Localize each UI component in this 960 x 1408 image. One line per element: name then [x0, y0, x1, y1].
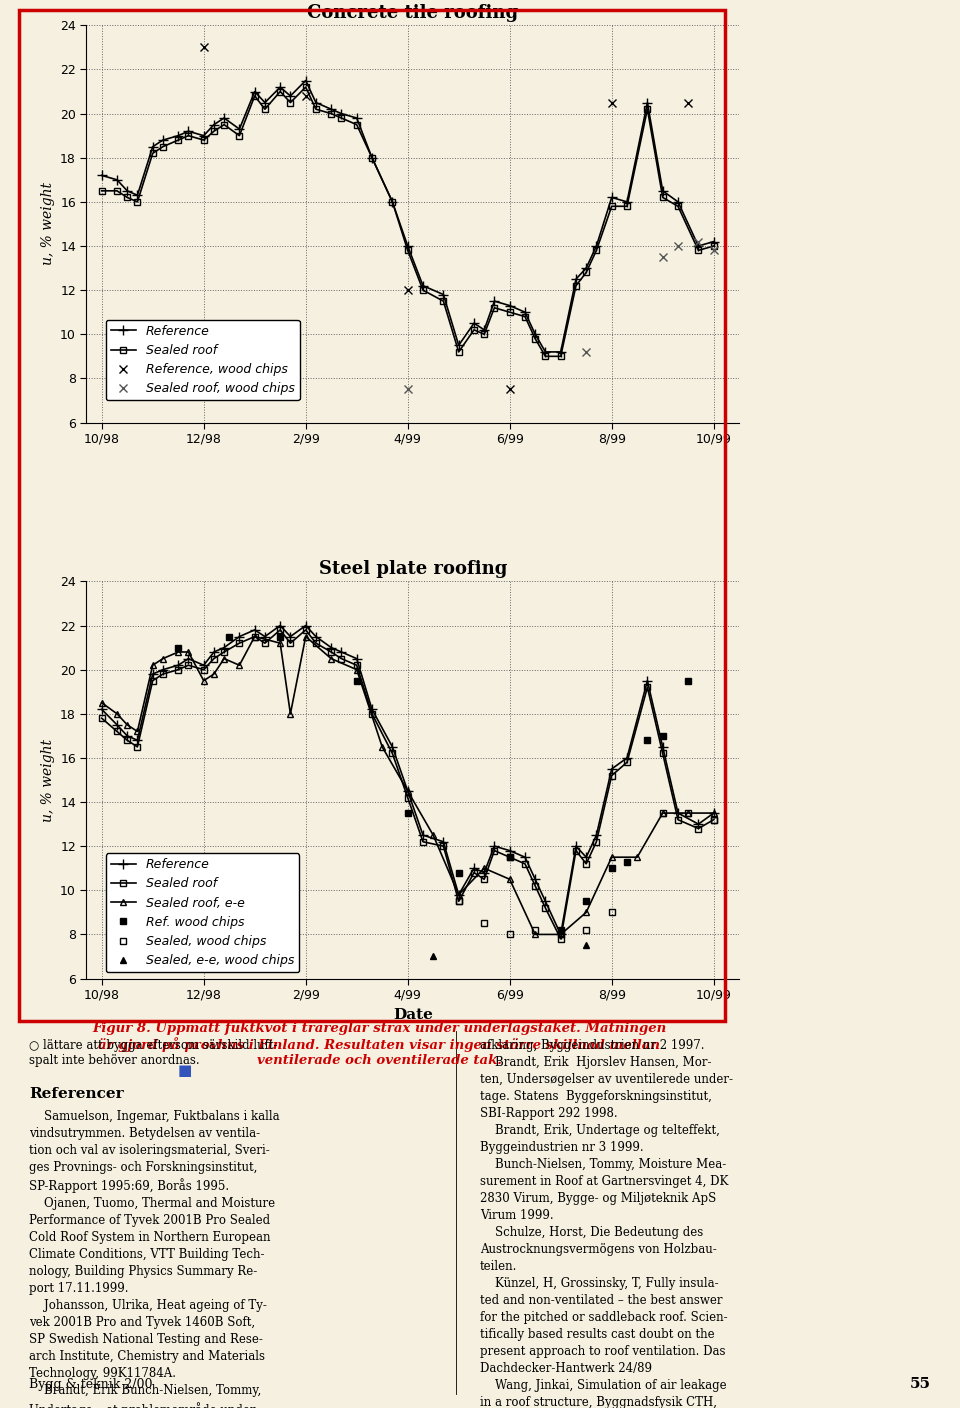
Text: 55: 55	[910, 1377, 931, 1391]
Text: Figur 8. Uppmätt fuktkvot i träreglar strax under underlagstaket. Mätningen
är g: Figur 8. Uppmätt fuktkvot i träreglar st…	[92, 1021, 666, 1067]
Legend: Reference, Sealed roof, Sealed roof, e-e, Ref. wood chips, Sealed, wood chips, S: Reference, Sealed roof, Sealed roof, e-e…	[106, 853, 300, 973]
Text: Bygg & teknik 2/00: Bygg & teknik 2/00	[29, 1378, 153, 1391]
Text: Samuelson, Ingemar, Fuktbalans i kalla
vindsutrymmen. Betydelsen av ventila-
tio: Samuelson, Ingemar, Fuktbalans i kalla v…	[29, 1110, 279, 1408]
Y-axis label: u, % weight: u, % weight	[40, 183, 55, 266]
Text: Referencer: Referencer	[29, 1087, 124, 1101]
Text: ■: ■	[178, 1063, 192, 1079]
Title: Steel plate roofing: Steel plate roofing	[319, 560, 507, 579]
Title: Concrete tile roofing: Concrete tile roofing	[307, 4, 518, 23]
Text: afklaring, Byggeindustrien nr 2 1997.
    Brandt, Erik  Hjorslev Hansen, Mor-
te: afklaring, Byggeindustrien nr 2 1997. Br…	[480, 1039, 733, 1408]
Text: ○ lättare att bygga eftersom särskild luft-
spalt inte behöver anordnas.: ○ lättare att bygga eftersom särskild lu…	[29, 1039, 277, 1067]
X-axis label: Date: Date	[393, 1008, 433, 1022]
Legend: Reference, Sealed roof, Reference, wood chips, Sealed roof, wood chips: Reference, Sealed roof, Reference, wood …	[106, 320, 300, 400]
Y-axis label: u, % weight: u, % weight	[40, 738, 55, 821]
